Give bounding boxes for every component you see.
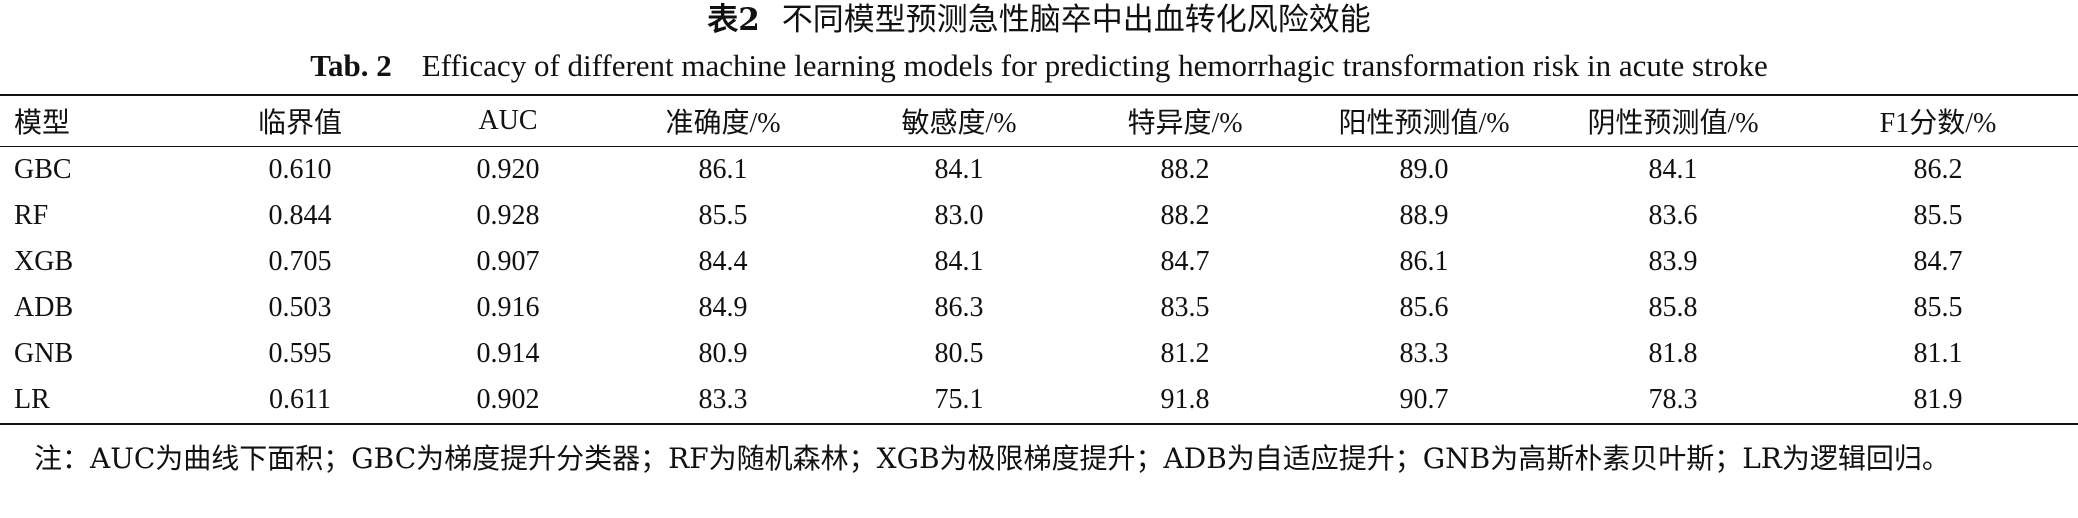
value-cell: 84.9 (698, 292, 748, 323)
value-cell: 83.9 (1648, 246, 1698, 277)
table-body: GBC 0.610 0.920 86.1 84.1 88.2 89.0 84.1 86.2 RF 0… (0, 147, 2078, 424)
model-name-cell: ADB (14, 292, 74, 323)
header-cell: 阴性预测值/% (1587, 108, 1759, 139)
table-header: 模型 临界值 AUC 准确度/% 敏感度/% 特异度/% 阳性预测值/% 阴性预… (0, 95, 2078, 147)
value-cell: 85.8 (1648, 292, 1698, 323)
header-cell: 阳性预测值/% (1338, 108, 1510, 139)
table-row: LR 0.611 0.902 83.3 75.1 91.8 90.7 78.3 81.9 (0, 377, 2078, 424)
header-cell: 准确度/% (665, 108, 781, 139)
header-row: 模型 临界值 AUC 准确度/% 敏感度/% 特异度/% 阳性预测值/% 阴性预… (0, 95, 2078, 147)
value-cell: 80.5 (934, 338, 984, 369)
header-cell: AUC (478, 105, 538, 136)
value-cell: 88.2 (1160, 154, 1210, 185)
value-cell: 80.9 (698, 338, 748, 369)
model-name-cell: GNB (14, 338, 74, 369)
value-cell: 0.705 (268, 246, 332, 277)
value-cell: 83.6 (1648, 200, 1698, 231)
value-cell: 83.5 (1160, 292, 1210, 323)
table-title-english: Tab. 2 Efficacy of different machine lear… (0, 46, 2078, 86)
value-cell: 78.3 (1648, 384, 1698, 415)
value-cell: 0.914 (476, 338, 540, 369)
table-row: XGB 0.705 0.907 84.4 84.1 84.7 86.1 83.9 84.7 (0, 239, 2078, 285)
table-note: 注：AUC为曲线下面积；GBC为梯度提升分类器；RF为随机森林；XGB为极限梯度… (34, 442, 1950, 475)
table-title-chinese: 表2 不同模型预测急性脑卒中出血转化风险效能 (0, 0, 2078, 40)
value-cell: 0.920 (476, 154, 540, 185)
table-number-english: Tab. 2 (310, 48, 392, 83)
value-cell: 91.8 (1160, 384, 1210, 415)
value-cell: 84.7 (1160, 246, 1210, 277)
value-cell: 84.7 (1913, 246, 1963, 277)
value-cell: 83.3 (1399, 338, 1449, 369)
value-cell: 86.2 (1913, 154, 1963, 185)
value-cell: 85.5 (698, 200, 748, 231)
value-cell: 90.7 (1399, 384, 1449, 415)
value-cell: 83.3 (698, 384, 748, 415)
value-cell: 89.0 (1399, 154, 1449, 185)
table-row: RF 0.844 0.928 85.5 83.0 88.2 88.9 83.6 85.5 (0, 193, 2078, 239)
header-cell: 临界值 (257, 108, 342, 139)
table-caption-english: Efficacy of different machine learning m… (421, 48, 1768, 83)
header-cell: F1分数/% (1879, 108, 1997, 139)
value-cell: 0.611 (269, 384, 331, 415)
model-name-cell: RF (14, 200, 49, 231)
value-cell: 88.2 (1160, 200, 1210, 231)
results-table: 模型 临界值 AUC 准确度/% 敏感度/% 特异度/% 阳性预测值/% 阴性预… (0, 94, 2078, 425)
value-cell: 83.0 (934, 200, 984, 231)
value-cell: 85.5 (1913, 292, 1963, 323)
table-row: GNB 0.595 0.914 80.9 80.5 81.2 83.3 81.8 81.1 (0, 331, 2078, 377)
value-cell: 0.916 (476, 292, 540, 323)
table-row: ADB 0.503 0.916 84.9 86.3 83.5 85.6 85.8 85.5 (0, 285, 2078, 331)
value-cell: 81.1 (1913, 338, 1963, 369)
value-cell: 86.3 (934, 292, 984, 323)
table-number-chinese: 表2 (707, 2, 760, 38)
value-cell: 0.907 (476, 246, 540, 277)
value-cell: 0.928 (476, 200, 540, 231)
value-cell: 84.1 (1648, 154, 1698, 185)
value-cell: 84.1 (934, 246, 984, 277)
header-cell: 敏感度/% (901, 108, 1017, 139)
table-row: GBC 0.610 0.920 86.1 84.1 88.2 89.0 84.1 86.2 (0, 147, 2078, 194)
value-cell: 0.503 (268, 292, 332, 323)
model-name-cell: XGB (14, 246, 74, 277)
model-name-cell: GBC (14, 154, 72, 185)
value-cell: 86.1 (698, 154, 748, 185)
value-cell: 81.2 (1160, 338, 1210, 369)
value-cell: 85.6 (1399, 292, 1449, 323)
model-name-cell: LR (14, 384, 50, 415)
value-cell: 81.9 (1913, 384, 1963, 415)
value-cell: 81.8 (1648, 338, 1698, 369)
value-cell: 88.9 (1399, 200, 1449, 231)
header-cell: 模型 (14, 108, 71, 139)
table-caption-chinese: 不同模型预测急性脑卒中出血转化风险效能 (781, 2, 1371, 38)
value-cell: 0.844 (268, 200, 332, 231)
value-cell: 0.595 (268, 338, 332, 369)
value-cell: 0.902 (476, 384, 540, 415)
value-cell: 84.4 (698, 246, 748, 277)
value-cell: 85.5 (1913, 200, 1963, 231)
value-cell: 86.1 (1399, 246, 1449, 277)
header-cell: 特异度/% (1127, 108, 1243, 139)
value-cell: 84.1 (934, 154, 984, 185)
value-cell: 0.610 (268, 154, 332, 185)
value-cell: 75.1 (934, 384, 984, 415)
